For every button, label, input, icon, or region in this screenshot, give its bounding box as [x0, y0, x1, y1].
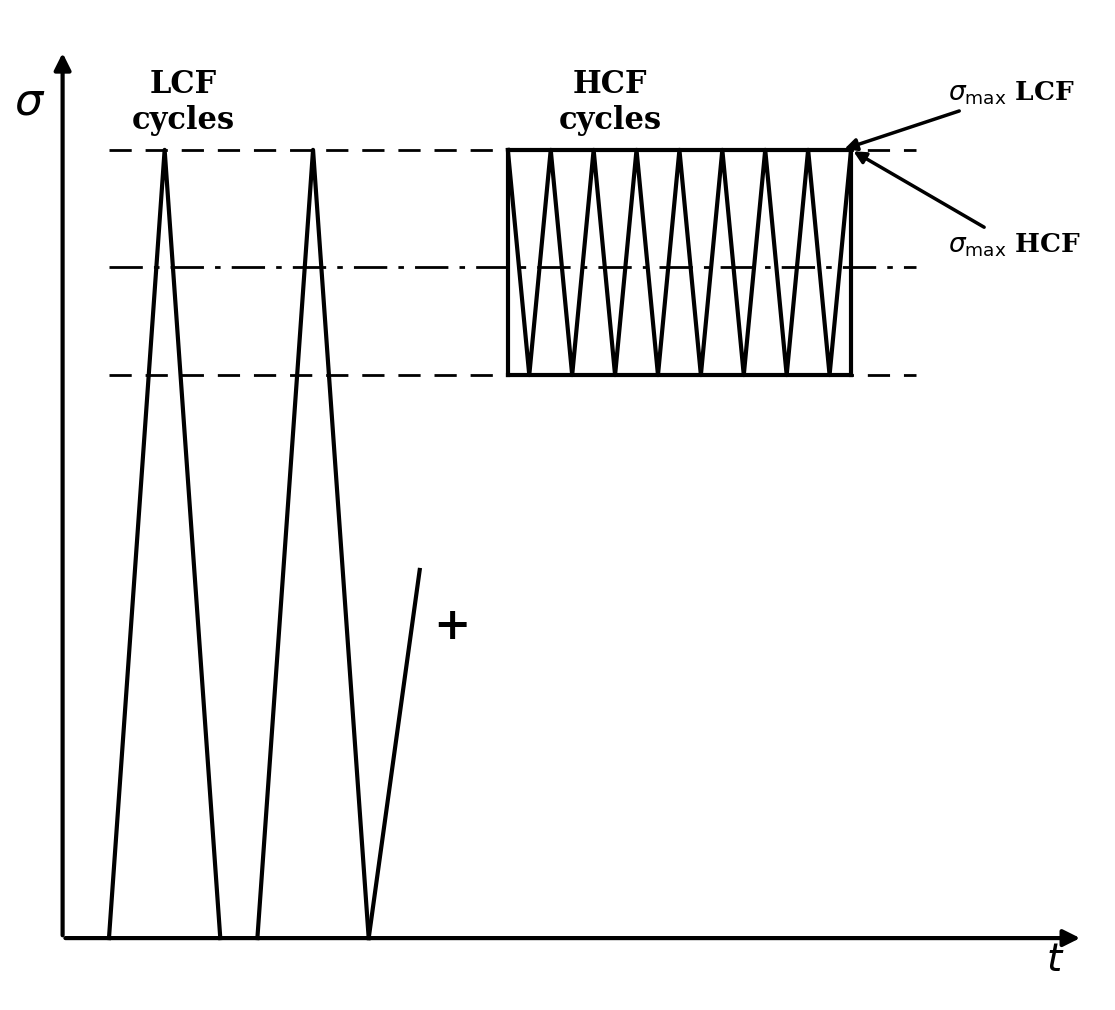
- Text: $\sigma_{\rm max}$ LCF: $\sigma_{\rm max}$ LCF: [849, 80, 1075, 149]
- Text: +: +: [434, 605, 471, 647]
- Text: LCF
cycles: LCF cycles: [132, 69, 235, 135]
- Text: $\sigma$: $\sigma$: [14, 81, 46, 123]
- Text: $\sigma_{\rm max}$ HCF: $\sigma_{\rm max}$ HCF: [856, 154, 1082, 259]
- Text: HCF
cycles: HCF cycles: [559, 69, 661, 135]
- Text: $t$: $t$: [1046, 940, 1065, 979]
